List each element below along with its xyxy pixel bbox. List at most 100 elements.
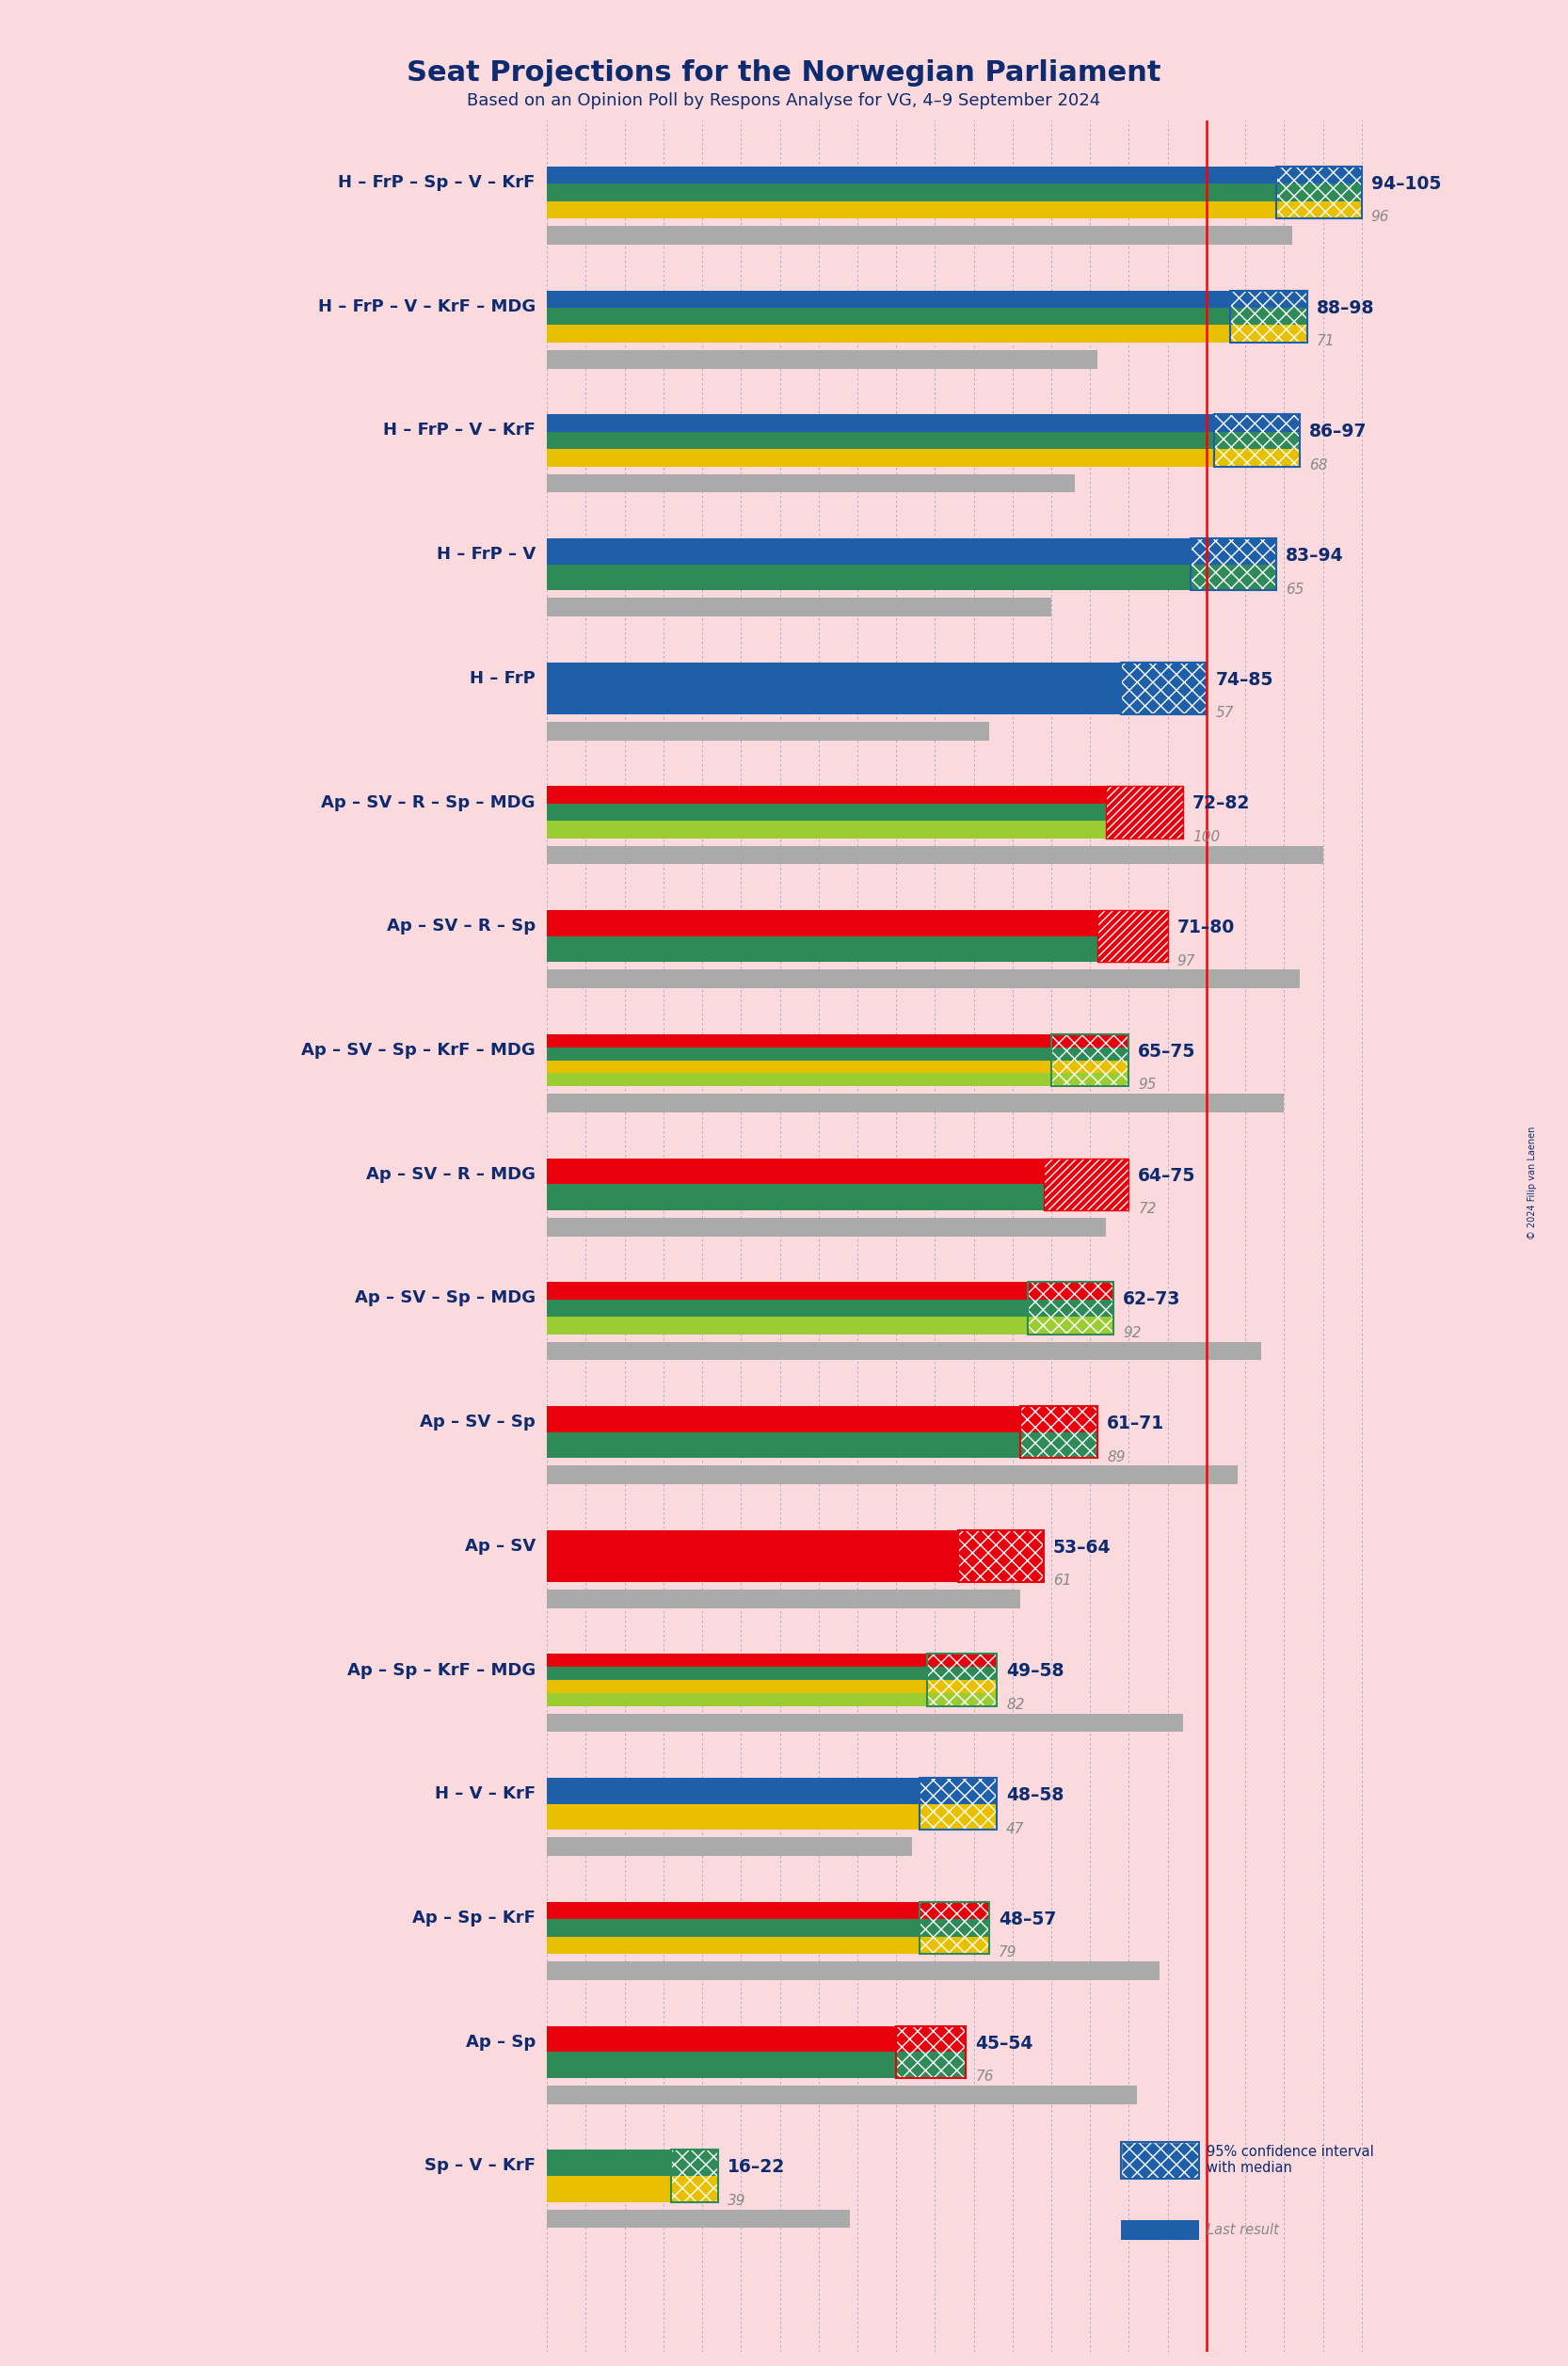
Bar (1021, 1405, 1098, 1457)
Bar (1051, 1034, 1129, 1086)
Bar (547, 2210, 850, 2229)
Bar (547, 1318, 1029, 1334)
Bar (547, 2151, 671, 2177)
Text: 71: 71 (1317, 334, 1334, 348)
Text: H – V – KrF: H – V – KrF (434, 1786, 535, 1803)
Bar (1214, 431, 1300, 450)
Bar (1229, 291, 1308, 343)
Bar (547, 1713, 1184, 1732)
Bar (547, 450, 1214, 466)
Bar (1121, 2141, 1198, 2179)
Text: Ap – Sp – KrF: Ap – Sp – KrF (412, 1909, 535, 1926)
Text: Ap – SV: Ap – SV (464, 1538, 535, 1554)
Bar (547, 1654, 927, 1668)
Text: H – FrP – V: H – FrP – V (436, 547, 535, 563)
Bar (1029, 1282, 1113, 1299)
Bar (547, 1777, 919, 1803)
Bar (547, 937, 1098, 963)
Text: 62–73: 62–73 (1123, 1289, 1181, 1308)
Bar (919, 1938, 989, 1954)
Bar (547, 431, 1214, 450)
Bar (547, 821, 1105, 838)
Bar (547, 473, 1074, 492)
Bar (547, 1902, 919, 1919)
Bar (897, 2025, 966, 2077)
Bar (1105, 786, 1184, 838)
Bar (958, 1531, 1044, 1583)
Bar (1192, 565, 1276, 592)
Bar (1229, 291, 1308, 308)
Bar (1276, 166, 1361, 218)
Bar (1105, 786, 1184, 838)
Bar (1044, 1157, 1129, 1209)
Text: Ap – SV – Sp – KrF – MDG: Ap – SV – Sp – KrF – MDG (301, 1041, 535, 1058)
Bar (919, 1902, 989, 1919)
Text: 74–85: 74–85 (1215, 670, 1273, 689)
Text: Sp – V – KrF: Sp – V – KrF (425, 2158, 535, 2174)
Bar (1021, 1431, 1098, 1457)
Bar (897, 2025, 966, 2077)
Text: H – FrP: H – FrP (470, 670, 535, 686)
Bar (1121, 2141, 1198, 2179)
Text: 96: 96 (1370, 211, 1389, 225)
Bar (547, 1668, 927, 1680)
Bar (547, 1183, 1044, 1209)
Bar (1098, 911, 1168, 963)
Bar (1192, 539, 1276, 592)
Bar (927, 1654, 997, 1706)
Bar (1214, 414, 1300, 466)
Bar (547, 1590, 1021, 1609)
Bar (1192, 539, 1276, 565)
Bar (958, 1531, 1044, 1583)
Text: 48–57: 48–57 (999, 1909, 1057, 1928)
Text: 95% confidence interval
with median: 95% confidence interval with median (1206, 2146, 1374, 2174)
Text: Seat Projections for the Norwegian Parliament: Seat Projections for the Norwegian Parli… (406, 59, 1162, 88)
Bar (671, 2177, 718, 2203)
Text: 61–71: 61–71 (1107, 1415, 1165, 1431)
Bar (547, 1093, 1284, 1112)
Text: Ap – SV – Sp – MDG: Ap – SV – Sp – MDG (354, 1289, 535, 1306)
Bar (897, 2051, 966, 2077)
Bar (547, 1299, 1029, 1318)
Text: 72: 72 (1138, 1202, 1157, 1216)
Bar (671, 2151, 718, 2177)
Text: 89: 89 (1107, 1450, 1126, 1465)
Text: 72–82: 72–82 (1193, 795, 1250, 812)
Bar (547, 308, 1229, 324)
Text: 88–98: 88–98 (1317, 298, 1375, 317)
Text: H – FrP – V – KrF – MDG: H – FrP – V – KrF – MDG (318, 298, 535, 315)
Text: 82: 82 (1007, 1699, 1024, 1713)
Bar (547, 1048, 1051, 1060)
Text: 92: 92 (1123, 1325, 1142, 1339)
Text: 61: 61 (1052, 1573, 1071, 1588)
Bar (927, 1654, 997, 1706)
Bar (1121, 2141, 1198, 2179)
Bar (927, 1668, 997, 1680)
Bar (547, 1282, 1029, 1299)
Bar (671, 2151, 718, 2203)
Text: 65: 65 (1286, 582, 1305, 596)
Text: 83–94: 83–94 (1286, 547, 1344, 565)
Text: Based on an Opinion Poll by Respons Analyse for VG, 4–9 September 2024: Based on an Opinion Poll by Respons Anal… (467, 92, 1101, 109)
Bar (1051, 1048, 1129, 1060)
Text: 79: 79 (999, 1945, 1018, 1959)
Text: 49–58: 49–58 (1007, 1663, 1065, 1680)
Text: H – FrP – V – KrF: H – FrP – V – KrF (383, 421, 535, 440)
Bar (547, 565, 1192, 592)
Bar (927, 1654, 997, 1668)
Text: Ap – SV – Sp: Ap – SV – Sp (420, 1415, 535, 1431)
Bar (547, 1531, 958, 1583)
Bar (919, 1777, 997, 1829)
Bar (919, 1902, 989, 1954)
Text: Last result: Last result (1206, 2224, 1279, 2238)
Bar (547, 1961, 1160, 1980)
Bar (1192, 539, 1276, 592)
Bar (1021, 1405, 1098, 1431)
Bar (1029, 1318, 1113, 1334)
Bar (919, 1902, 989, 1954)
Bar (547, 201, 1276, 218)
Bar (547, 185, 1276, 201)
Bar (919, 1919, 989, 1938)
Bar (1214, 414, 1300, 431)
Text: Ap – SV – R – MDG: Ap – SV – R – MDG (365, 1166, 535, 1183)
